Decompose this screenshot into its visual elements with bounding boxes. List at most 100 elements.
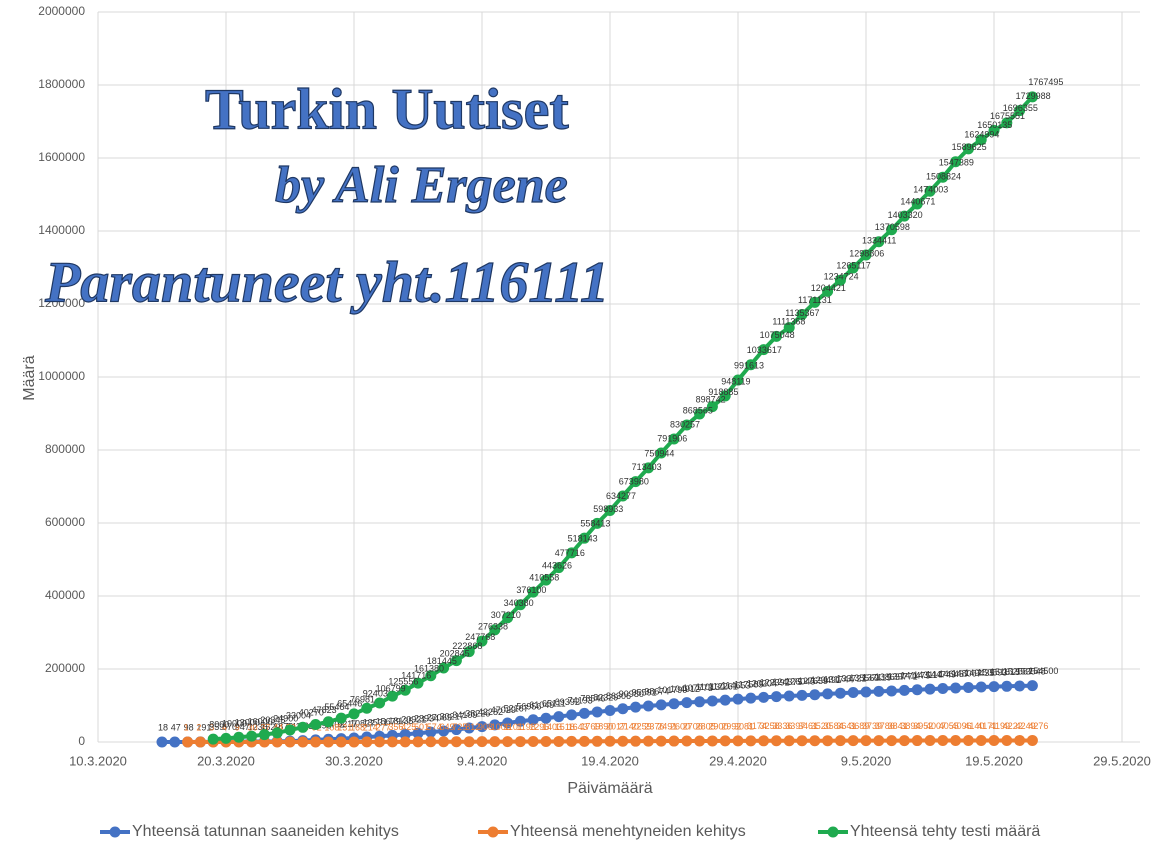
data-label: 3397 [785,721,805,731]
data-point [335,736,347,748]
data-point [950,156,962,168]
data-point [809,689,821,701]
y-tick-label: 400000 [45,588,85,602]
x-tick-label: 20.3.2020 [197,753,255,768]
data-label: 65111 [542,699,566,709]
data-point [540,712,552,724]
data-label: 1769 [580,722,600,732]
data-label: 124375 [772,677,802,687]
data-point [668,433,680,445]
data-point [297,721,309,733]
data-label: 868565 [683,405,713,415]
data-point [758,735,770,747]
data-label: 127659 [798,676,828,686]
data-point [182,736,194,748]
data-label: 148067 [952,668,982,678]
data-label: 918885 [708,387,738,397]
data-label: 908 [478,722,493,732]
data-label: 376100 [516,585,546,595]
data-label: 3081 [734,721,754,731]
data-label: 37 [260,722,270,732]
data-point [860,735,872,747]
data-label: 4007 [926,721,946,731]
data-label: 47 [171,722,181,732]
data-label: 56956 [516,702,541,712]
data-label: 4055 [939,721,959,731]
data-point [988,124,1000,136]
data-label: 2706 [683,721,703,731]
data-label: 425 [401,722,416,732]
legend-label: Yhteensä menehtyneiden kehitys [510,823,746,840]
data-point [502,612,514,624]
data-label: 1033617 [747,345,782,355]
data-label: 4249 [1016,721,1036,731]
data-label: 9 [235,722,240,732]
data-point [604,704,616,716]
data-label: 750944 [644,448,674,458]
data-point [732,693,744,705]
data-label: 3258 [760,721,780,731]
data-label: 443626 [542,560,572,570]
data-point [847,735,859,747]
data-label: 76981 [350,694,375,704]
data-label: 2433 [286,721,306,731]
data-label: 104912 [670,684,700,694]
data-point [258,729,270,741]
data-label: 1198 [516,722,535,732]
data-point [822,688,834,700]
data-point [425,726,437,738]
data-point [1014,680,1026,692]
data-point [322,736,334,748]
data-point [783,735,795,747]
data-label: 1696355 [1003,103,1038,113]
data-label: 3520 [811,721,831,731]
data-point [975,134,987,146]
data-label: 106799 [376,683,406,693]
data-label: 356 [388,722,403,732]
legend-marker [487,826,499,838]
data-label: 135569 [849,673,879,683]
data-point [1001,117,1013,129]
data-point [412,727,424,739]
data-label: 30 [248,722,258,732]
data-point [604,735,616,747]
data-label: 129491 [811,675,841,685]
data-label: 812 [465,722,480,732]
data-label: 1890 [593,722,613,732]
data-label: 222868 [452,641,482,651]
data-point [591,735,603,747]
data-label: 133721 [836,674,866,684]
data-point [706,735,718,747]
data-label: 112261 [708,681,737,691]
data-point [476,721,488,733]
data-point [975,734,987,746]
data-point [706,695,718,707]
data-label: 152587 [1003,667,1033,677]
data-label: 3641 [836,721,856,731]
data-label: 114653 [721,681,750,691]
data-point [732,374,744,386]
data-point [988,734,1000,746]
data-label: 2376 [644,722,664,732]
data-label: 4140 [964,721,984,731]
data-point [348,708,360,720]
data-label: 1589625 [952,142,987,152]
data-label: 138657 [875,672,905,682]
data-label: 1236 [248,722,268,732]
data-point [169,736,181,748]
data-label: 9217 [337,719,357,729]
data-point [962,143,974,155]
data-point [489,719,501,731]
data-point [770,330,782,342]
data-point [476,736,488,748]
data-label: 20345 [260,715,285,725]
data-point [399,736,411,748]
data-label: 86306 [606,691,631,701]
data-point [604,504,616,516]
data-label: 1767495 [1028,77,1063,87]
data-label: 120204 [747,679,777,689]
data-label: 2600 [670,721,690,731]
data-point [527,736,539,748]
data-point [489,736,501,748]
